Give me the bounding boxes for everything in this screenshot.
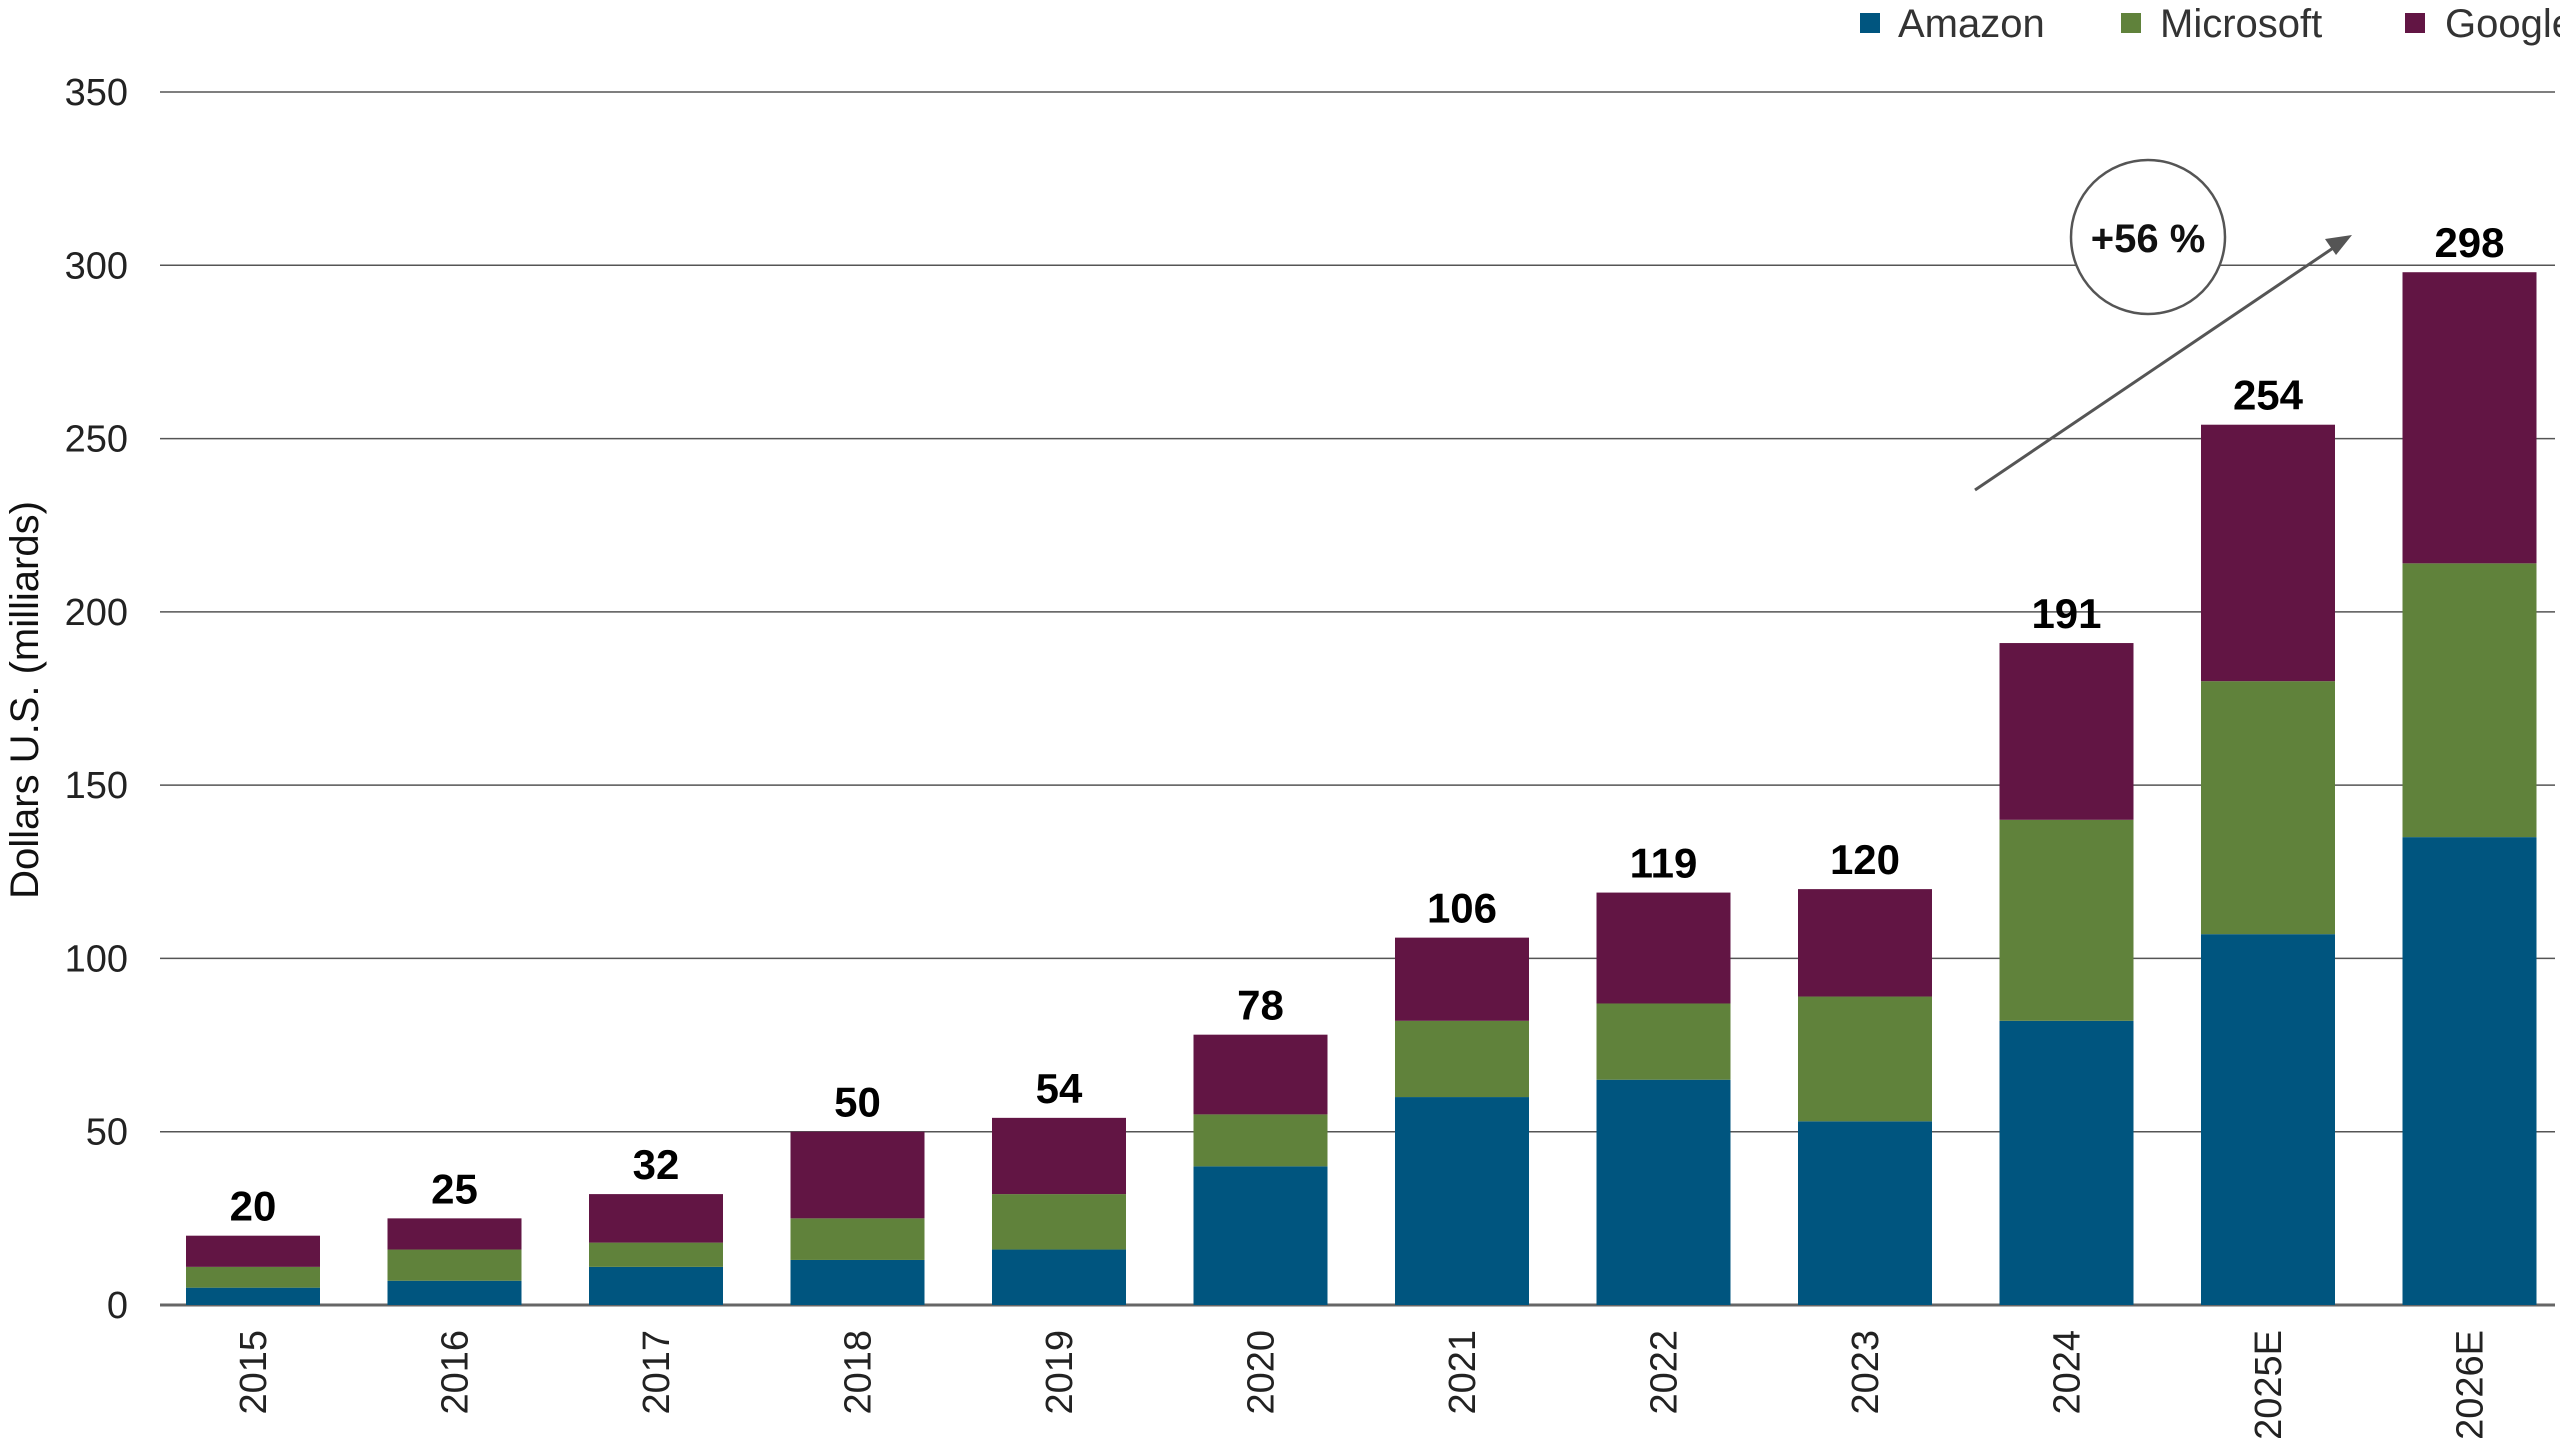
bar-google-2024	[1999, 643, 2134, 820]
bar-microsoft-2024	[1999, 819, 2134, 1021]
x-tick-label-2023: 2023	[1845, 1330, 1887, 1415]
growth-circle	[2069, 158, 2227, 316]
legend-swatch-amazon	[1860, 13, 1880, 33]
bar-google-2016	[387, 1218, 522, 1250]
bars	[186, 272, 2537, 1305]
y-tick-label: 200	[65, 592, 128, 634]
bar-microsoft-2019	[992, 1194, 1126, 1250]
x-tick-label-2020: 2020	[1241, 1330, 1283, 1415]
bar-microsoft-2020	[1193, 1114, 1328, 1167]
x-axis-tick-labels: 2015 2016 2017 2018 2019 2020 2021 2022 2023 2024…	[233, 1330, 2492, 1440]
legend-label-microsoft: Microsoft	[2160, 2, 2322, 46]
bar-google-2017	[589, 1194, 723, 1243]
total-label-2025E: 254	[2233, 372, 2304, 419]
x-tick-label-2025E: 2025E	[2248, 1330, 2290, 1440]
bar-google-2023	[1798, 889, 1932, 997]
x-tick-label-2017: 2017	[636, 1330, 678, 1415]
x-tick-label-2022: 2022	[1644, 1330, 1686, 1415]
bar-amazon-2026E	[2402, 837, 2537, 1305]
bar-google-2019	[992, 1117, 1126, 1195]
growth-annotation: +56 %	[1974, 158, 2352, 492]
bar-google-2018	[790, 1131, 925, 1219]
total-label-2019: 54	[1036, 1065, 1083, 1112]
y-tick-label: 0	[107, 1285, 128, 1327]
bar-microsoft-2023	[1798, 996, 1932, 1122]
legend: Amazon Microsoft Google	[1860, 2, 2560, 46]
bar-microsoft-2025E	[2201, 681, 2335, 935]
bar-amazon-2018	[790, 1259, 925, 1305]
x-tick-label-2016: 2016	[435, 1330, 477, 1415]
bar-google-2021	[1395, 937, 1529, 1021]
bar-google-2026E	[2402, 272, 2537, 564]
gridlines	[160, 91, 2555, 1307]
legend-label-amazon: Amazon	[1898, 2, 2045, 46]
bar-microsoft-2022	[1596, 1003, 1731, 1080]
y-axis-title: Dollars U.S. (milliards)	[3, 501, 47, 899]
x-tick-label-2024: 2024	[2047, 1330, 2089, 1415]
y-tick-label: 50	[86, 1112, 128, 1154]
bar-google-2015	[186, 1235, 320, 1267]
y-tick-label: 300	[65, 245, 128, 287]
bar-amazon-2024	[1999, 1020, 2134, 1305]
growth-arrow	[1974, 238, 2346, 492]
bar-amazon-2020	[1193, 1166, 1328, 1305]
total-label-2017: 32	[633, 1141, 680, 1188]
total-label-2022: 119	[1630, 840, 1698, 887]
legend-label-google: Google	[2445, 2, 2560, 46]
x-tick-label-2018: 2018	[838, 1330, 880, 1415]
total-label-2020: 78	[1237, 982, 1284, 1029]
bar-microsoft-2018	[790, 1218, 925, 1260]
total-label-2026E: 298	[2434, 219, 2504, 266]
bar-microsoft-2021	[1395, 1020, 1529, 1098]
total-label-2016: 25	[431, 1165, 478, 1212]
bar-amazon-2016	[387, 1280, 522, 1305]
y-tick-label: 150	[65, 765, 128, 807]
total-label-2023: 120	[1830, 836, 1900, 883]
y-axis-tick-labels: 0 50 100 150 200 250 300 350	[65, 72, 128, 1327]
x-tick-label-2026E: 2026E	[2450, 1330, 2492, 1440]
bar-amazon-2019	[992, 1249, 1126, 1305]
bar-amazon-2022	[1596, 1079, 1731, 1305]
x-tick-label-2015: 2015	[233, 1330, 275, 1415]
bar-google-2020	[1193, 1034, 1328, 1115]
x-tick-label-2019: 2019	[1039, 1330, 1081, 1415]
bar-amazon-2021	[1395, 1097, 1529, 1305]
bar-amazon-2025E	[2201, 934, 2335, 1305]
legend-swatch-microsoft	[2121, 13, 2141, 33]
growth-arrowhead	[2325, 235, 2352, 255]
bar-microsoft-2026E	[2402, 563, 2537, 838]
bar-google-2025E	[2201, 424, 2335, 682]
bar-microsoft-2015	[186, 1266, 320, 1288]
bar-google-2022	[1596, 892, 1731, 1004]
total-label-2018: 50	[834, 1079, 881, 1126]
total-labels: 20 25 32 50 54 78 106 119 120 191 254 298	[230, 219, 2505, 1229]
bar-microsoft-2016	[387, 1249, 522, 1281]
y-tick-label: 100	[65, 938, 128, 980]
bar-microsoft-2017	[589, 1242, 723, 1267]
y-tick-label: 350	[65, 72, 128, 114]
total-label-2021: 106	[1427, 885, 1497, 932]
bar-amazon-2023	[1798, 1121, 1932, 1305]
legend-swatch-google	[2405, 13, 2425, 33]
growth-label: +56 %	[2091, 217, 2206, 261]
x-tick-label-2021: 2021	[1442, 1330, 1484, 1415]
y-tick-label: 250	[65, 419, 128, 461]
total-label-2024: 191	[2031, 590, 2101, 637]
total-label-2015: 20	[230, 1183, 277, 1230]
bar-amazon-2015	[186, 1287, 320, 1305]
bar-amazon-2017	[589, 1266, 723, 1305]
